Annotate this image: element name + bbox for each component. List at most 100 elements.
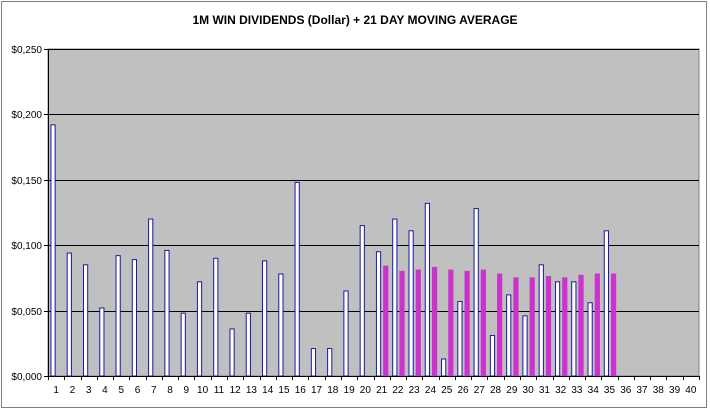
y-tick-label: $0,250 <box>11 45 42 56</box>
bar-dividend <box>343 290 349 377</box>
bar-dividend <box>375 251 382 377</box>
x-tick-label: 15 <box>278 385 290 396</box>
bar-dividend <box>294 181 300 377</box>
x-tick-label: 9 <box>184 385 190 396</box>
x-tick-label: 3 <box>86 385 92 396</box>
bar-moving-average <box>383 265 389 377</box>
chart-title: 1M WIN DIVIDENDS (Dollar) + 21 DAY MOVIN… <box>192 13 517 27</box>
x-tick-label: 10 <box>197 385 209 396</box>
bar-moving-average <box>464 270 470 377</box>
bar-dividend <box>245 312 251 377</box>
x-tick-label: 35 <box>604 385 616 396</box>
y-tick-label: $0,100 <box>11 241 42 252</box>
bar-moving-average <box>513 277 519 377</box>
x-tick-label: 19 <box>344 385 356 396</box>
x-tick-label: 39 <box>669 385 681 396</box>
bar-dividend <box>506 294 512 377</box>
x-tick-label: 12 <box>230 385 242 396</box>
x-tick-label: 24 <box>425 385 437 396</box>
bar-moving-average <box>529 277 535 377</box>
x-tick-label: 8 <box>167 385 173 396</box>
x-tick-label: 11 <box>214 385 225 396</box>
x-tick-label: 23 <box>409 385 421 396</box>
bar-moving-average <box>578 274 584 377</box>
bar-dividend <box>213 257 219 377</box>
x-tick-label: 4 <box>102 385 108 396</box>
y-tick-labels: $0,000 $0,050 $0,100 $0,150 $0,200 $0,250 <box>11 45 42 383</box>
y-tick-label: $0,150 <box>11 176 42 187</box>
x-tick-label: 17 <box>311 385 323 396</box>
bar-dividend <box>82 264 89 377</box>
bar-dividend <box>327 348 333 377</box>
x-tick-label: 29 <box>506 385 518 396</box>
x-tick-label: 28 <box>490 385 502 396</box>
bar-dividend <box>278 273 284 377</box>
x-tick-label: 30 <box>523 385 535 396</box>
bar-dividend <box>50 124 56 377</box>
bar-dividend <box>262 260 268 377</box>
x-tick-label: 40 <box>685 385 697 396</box>
x-tick-label: 18 <box>327 385 339 396</box>
bars <box>50 124 617 377</box>
x-tick-label: 13 <box>246 385 258 396</box>
bar-dividend <box>538 264 544 377</box>
bar-moving-average <box>448 269 454 377</box>
bar-moving-average <box>545 276 552 377</box>
x-tick-labels: 1 2 3 4 5 6 7 8 9 10 11 12 13 14 15 16 17 18 19 20 21 22 23 24 2… <box>53 385 697 396</box>
x-tick-label: 21 <box>376 385 388 396</box>
x-tick-label: 20 <box>360 385 372 396</box>
bar-moving-average <box>431 266 438 377</box>
x-tick-label: 5 <box>118 385 124 396</box>
bar-moving-average <box>562 277 568 377</box>
x-tick-label: 6 <box>135 385 141 396</box>
x-tick-label: 38 <box>653 385 665 396</box>
bar-moving-average <box>497 273 503 377</box>
bar-dividend <box>457 300 463 377</box>
y-tick-label: $0,200 <box>11 110 42 121</box>
bar-dividend <box>441 358 447 377</box>
x-tick-label: 2 <box>70 385 76 396</box>
x-tick-label: 31 <box>539 385 551 396</box>
bar-dividend <box>66 252 72 377</box>
x-tick-label: 26 <box>457 385 469 396</box>
bar-moving-average <box>480 269 486 377</box>
bar-dividend <box>131 259 138 377</box>
bar-dividend <box>522 315 528 377</box>
x-tick-label: 25 <box>441 385 453 396</box>
bar-dividend <box>359 225 365 377</box>
bar-dividend <box>603 230 609 377</box>
bar-dividend <box>571 281 577 377</box>
bar-dividend <box>587 302 593 377</box>
bar-dividend <box>196 281 203 377</box>
bar-dividend <box>554 281 561 377</box>
x-tick-label: 36 <box>620 385 632 396</box>
x-tick-label: 27 <box>474 385 486 396</box>
bar-dividend <box>99 307 105 377</box>
x-tick-label: 32 <box>555 385 567 396</box>
bar-dividend <box>148 218 154 377</box>
bar-dividend <box>164 249 170 377</box>
bar-moving-average <box>610 273 617 377</box>
y-tick-label: $0,000 <box>11 372 42 383</box>
x-tick-label: 7 <box>151 385 157 396</box>
x-tick-label: 33 <box>571 385 583 396</box>
bar-dividend <box>392 218 398 377</box>
bar-dividend <box>115 255 121 377</box>
plot-area <box>47 48 700 377</box>
bar-dividend <box>408 230 414 377</box>
bar-dividend <box>229 328 235 377</box>
x-tick-label: 1 <box>53 385 59 396</box>
bar-moving-average <box>399 270 405 377</box>
x-tick-label: 14 <box>262 385 274 396</box>
y-tick-label: $0,050 <box>11 307 42 318</box>
x-tick-label: 37 <box>636 385 648 396</box>
x-tick-label: 34 <box>588 385 600 396</box>
bar-dividend <box>180 312 186 377</box>
bar-dividend <box>489 334 496 377</box>
axes <box>44 49 700 380</box>
bar-dividend <box>310 348 317 377</box>
bar-moving-average <box>415 269 421 377</box>
x-tick-label: 16 <box>295 385 307 396</box>
bar-dividend <box>473 208 479 377</box>
